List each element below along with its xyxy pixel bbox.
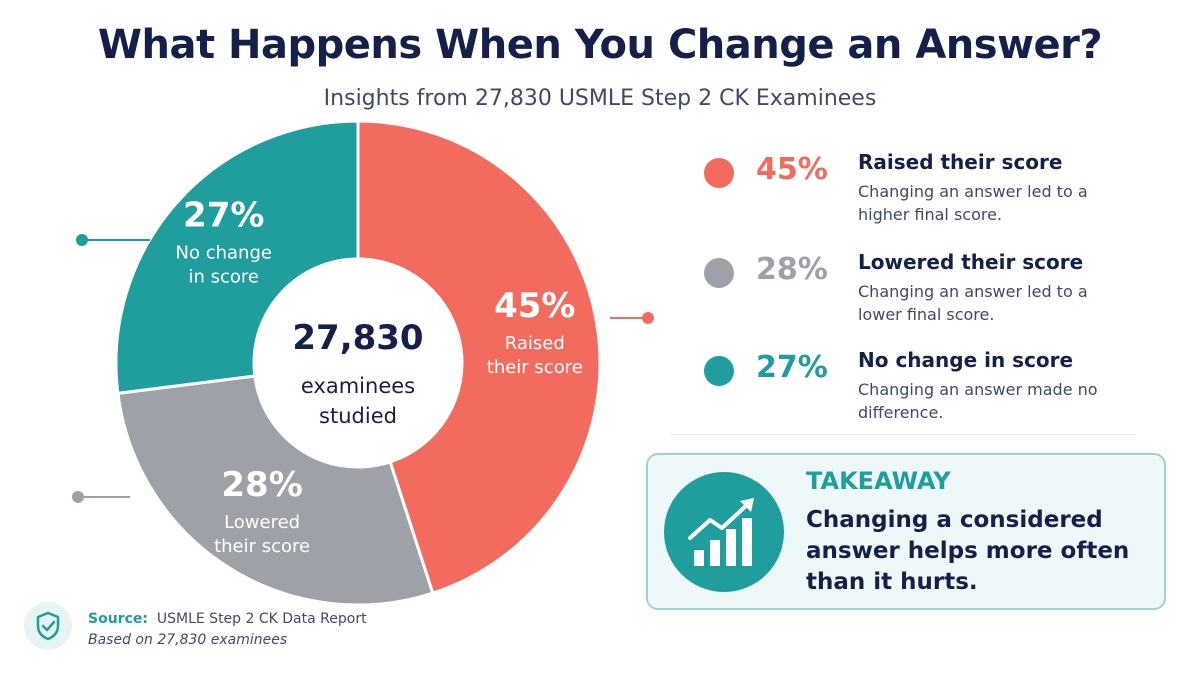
takeaway-box: TAKEAWAY Changing a considered answer he… <box>646 453 1166 610</box>
page-title: What Happens When You Change an Answer? <box>97 22 1103 68</box>
slice-pct-nochange: 27% <box>183 196 264 236</box>
slice-line2-raised: their score <box>487 357 583 378</box>
page-subtitle: Insights from 27,830 USMLE Step 2 CK Exa… <box>323 86 877 111</box>
legend-item-raised: 45% Raised their score Changing an answe… <box>700 148 1140 228</box>
center-line2: studied <box>319 404 397 428</box>
slice-nochange <box>114 119 360 396</box>
slice-line2-lowered: their score <box>214 536 310 557</box>
legend-dot-lowered <box>704 258 734 288</box>
legend-pct-nochange: 27% <box>756 350 828 385</box>
legend-title-raised: Raised their score <box>858 150 1063 174</box>
center-value: 27,830 <box>292 318 423 358</box>
legend-title-lowered: Lowered their score <box>858 250 1084 274</box>
slice-label-lowered: 28% Lowered their score <box>214 465 310 557</box>
legend-pct-raised: 45% <box>756 152 828 187</box>
source-note: Based on 27,830 examinees <box>88 632 288 648</box>
source-label: Source: <box>88 611 148 627</box>
shield-check-icon <box>24 602 72 650</box>
slice-line1-nochange: No change <box>176 243 272 264</box>
slice-line1-lowered: Lowered <box>224 512 300 533</box>
slice-pct-raised: 45% <box>494 286 575 326</box>
slice-label-raised: 45% Raised their score <box>487 286 583 378</box>
slice-label-nochange: 27% No change in score <box>176 196 272 288</box>
slice-line1-raised: Raised <box>505 333 565 354</box>
legend-dot-nochange <box>704 356 734 386</box>
leader-dot-lowered <box>72 491 84 503</box>
source-text: USMLE Step 2 CK Data Report <box>156 611 367 627</box>
slice-line2-nochange: in score <box>188 267 259 288</box>
slice-raised <box>356 119 602 596</box>
donut-chart: 45% Raised their score 28% Lowered their scor… <box>72 119 654 607</box>
legend-desc-lowered: Changing an answer led to a lower final … <box>858 282 1088 324</box>
legend-item-lowered: 28% Lowered their score Changing an answ… <box>700 248 1140 328</box>
legend-item-nochange: 27% No change in score Changing an answe… <box>700 346 1140 426</box>
legend-desc-nochange: Changing an answer made no difference. <box>858 380 1098 422</box>
divider <box>670 434 1135 435</box>
takeaway-title: TAKEAWAY <box>806 467 951 495</box>
leader-dot-nochange <box>76 234 88 246</box>
slice-lowered <box>116 374 435 607</box>
source-line: Source: USMLE Step 2 CK Data Report <box>88 611 367 627</box>
legend-title-nochange: No change in score <box>858 348 1074 372</box>
slice-pct-lowered: 28% <box>221 465 302 505</box>
takeaway-text: Changing a considered answer helps more … <box>806 507 1130 595</box>
chart-growth-icon <box>664 472 784 592</box>
leader-dot-raised <box>642 312 654 324</box>
legend-dot-raised <box>704 158 734 188</box>
legend-pct-lowered: 28% <box>756 252 828 287</box>
center-line1: examinees <box>301 374 415 398</box>
legend-desc-raised: Changing an answer led to a higher final… <box>858 182 1088 224</box>
